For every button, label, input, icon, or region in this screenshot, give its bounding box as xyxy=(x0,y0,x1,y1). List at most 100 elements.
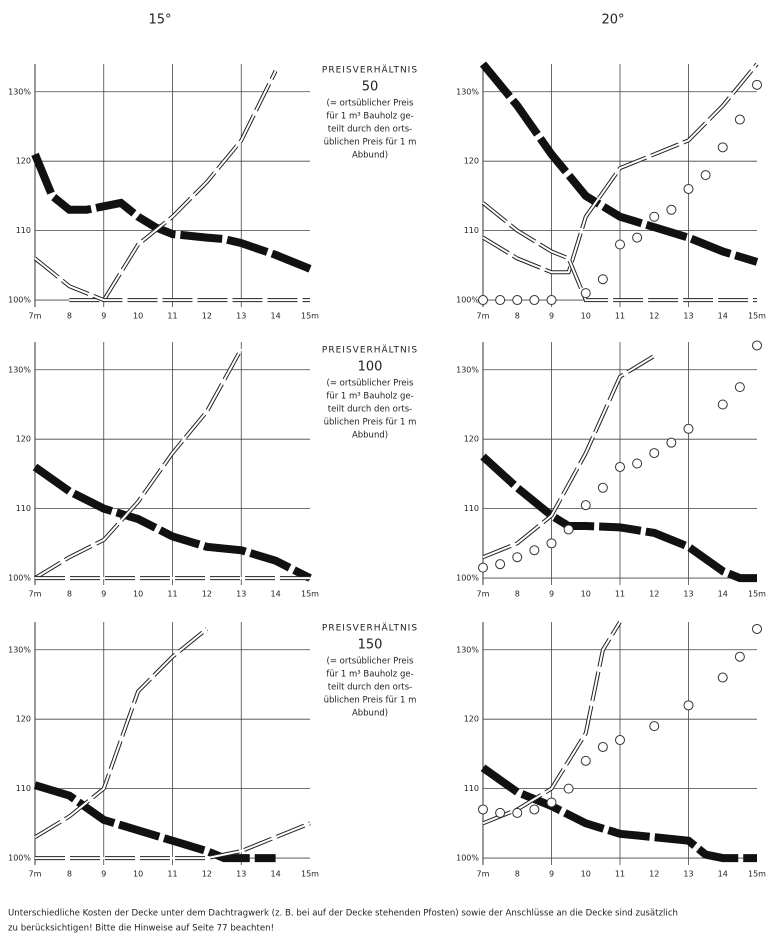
y-tick-label: 130% xyxy=(8,645,31,654)
data-point xyxy=(752,79,762,90)
data-point xyxy=(717,399,728,410)
x-tick-label: 8 xyxy=(67,312,72,321)
data-point xyxy=(495,807,506,818)
double-line-core xyxy=(482,355,655,559)
data-point xyxy=(580,755,591,766)
note-line: für 1 m³ Bauholz ge- xyxy=(326,392,413,402)
x-tick-label: 12 xyxy=(202,870,212,879)
x-tick-label: 9 xyxy=(549,590,554,599)
y-tick-label: 130% xyxy=(456,645,479,654)
y-tick-label: 100% xyxy=(456,296,479,305)
data-point xyxy=(478,804,488,815)
data-point xyxy=(683,700,694,711)
y-tick-label: 120 xyxy=(464,435,479,444)
y-tick-label: 120 xyxy=(16,157,31,166)
data-point xyxy=(529,545,540,556)
note-heading: PREISVERHÄLTNIS xyxy=(322,65,418,76)
data-point xyxy=(512,807,523,818)
note-line: (= ortsüblicher Preis xyxy=(327,379,414,389)
thick-line xyxy=(31,152,312,273)
data-point xyxy=(734,382,745,393)
double-line-core xyxy=(34,628,208,839)
note-number: 150 xyxy=(358,638,383,653)
x-tick-label: 14 xyxy=(271,590,281,599)
caption: Unterschiedliche Kosten der Decke unter … xyxy=(8,909,678,919)
note-line: Abbund) xyxy=(352,431,388,441)
data-point xyxy=(546,295,557,306)
note-line: (= ortsüblicher Preis xyxy=(327,657,414,667)
caption: zu berücksichtigen! Bitte die Hinweise a… xyxy=(8,924,274,934)
data-point xyxy=(717,142,728,153)
y-tick-label: 110 xyxy=(464,504,479,513)
data-point xyxy=(478,562,488,573)
data-point xyxy=(700,170,711,181)
double-line-core xyxy=(34,348,243,579)
x-tick-label: 7m xyxy=(477,590,490,599)
x-tick-label: 11 xyxy=(167,870,177,879)
x-tick-label: 12 xyxy=(649,590,659,599)
data-point xyxy=(597,482,608,493)
x-tick-label: 12 xyxy=(649,870,659,879)
data-point xyxy=(495,559,506,570)
x-tick-label: 8 xyxy=(515,312,520,321)
note-line: (= ortsüblicher Preis xyxy=(327,99,414,109)
x-tick-label: 14 xyxy=(718,870,728,879)
x-tick-label: 8 xyxy=(67,590,72,599)
y-tick-label: 110 xyxy=(464,226,479,235)
thick-line xyxy=(32,463,312,582)
note-line: üblichen Preis für 1 m xyxy=(324,418,417,428)
data-point xyxy=(752,623,762,634)
y-tick-label: 130% xyxy=(456,87,479,96)
x-tick-label: 14 xyxy=(718,312,728,321)
data-point xyxy=(597,274,608,285)
x-tick-label: 9 xyxy=(101,312,106,321)
y-tick-label: 100% xyxy=(8,854,31,863)
note-line: teilt durch den orts- xyxy=(328,405,412,415)
data-point xyxy=(580,500,591,511)
double-line-core xyxy=(482,202,757,302)
data-point xyxy=(615,239,625,250)
x-tick-label: 12 xyxy=(649,312,659,321)
data-point xyxy=(717,672,728,683)
data-point xyxy=(632,458,643,469)
x-tick-label: 11 xyxy=(167,312,177,321)
x-tick-label: 7m xyxy=(477,870,490,879)
x-tick-label: 8 xyxy=(515,590,520,599)
y-tick-label: 130% xyxy=(8,87,31,96)
x-tick-label: 13 xyxy=(683,870,693,879)
x-tick-label: 15m xyxy=(301,870,319,879)
thick-line xyxy=(479,61,759,266)
column-title: 15° xyxy=(148,13,171,28)
x-tick-label: 11 xyxy=(615,870,625,879)
x-tick-label: 11 xyxy=(615,312,625,321)
note-line: teilt durch den orts- xyxy=(328,125,412,135)
x-tick-label: 13 xyxy=(683,590,693,599)
double-line-core xyxy=(34,257,310,302)
x-tick-label: 15m xyxy=(748,312,766,321)
data-point xyxy=(563,783,574,794)
data-point xyxy=(529,804,540,815)
y-tick-label: 100% xyxy=(456,854,479,863)
y-tick-label: 130% xyxy=(456,365,479,374)
note-heading: PREISVERHÄLTNIS xyxy=(322,623,418,634)
data-point xyxy=(683,183,694,194)
y-tick-label: 120 xyxy=(464,715,479,724)
note-line: üblichen Preis für 1 m xyxy=(324,138,417,148)
y-tick-label: 100% xyxy=(8,296,31,305)
y-tick-label: 100% xyxy=(8,574,31,583)
note-line: für 1 m³ Bauholz ge- xyxy=(326,670,413,680)
x-tick-label: 9 xyxy=(549,870,554,879)
y-tick-label: 100% xyxy=(456,574,479,583)
note-line: üblichen Preis für 1 m xyxy=(324,696,417,706)
x-tick-label: 10 xyxy=(133,312,143,321)
x-tick-label: 11 xyxy=(615,590,625,599)
x-tick-label: 10 xyxy=(581,312,591,321)
data-point xyxy=(529,295,540,306)
x-tick-label: 9 xyxy=(549,312,554,321)
y-tick-label: 120 xyxy=(464,157,479,166)
data-point xyxy=(649,211,660,222)
data-point xyxy=(546,797,557,808)
x-tick-label: 13 xyxy=(236,590,246,599)
x-tick-label: 14 xyxy=(271,312,281,321)
